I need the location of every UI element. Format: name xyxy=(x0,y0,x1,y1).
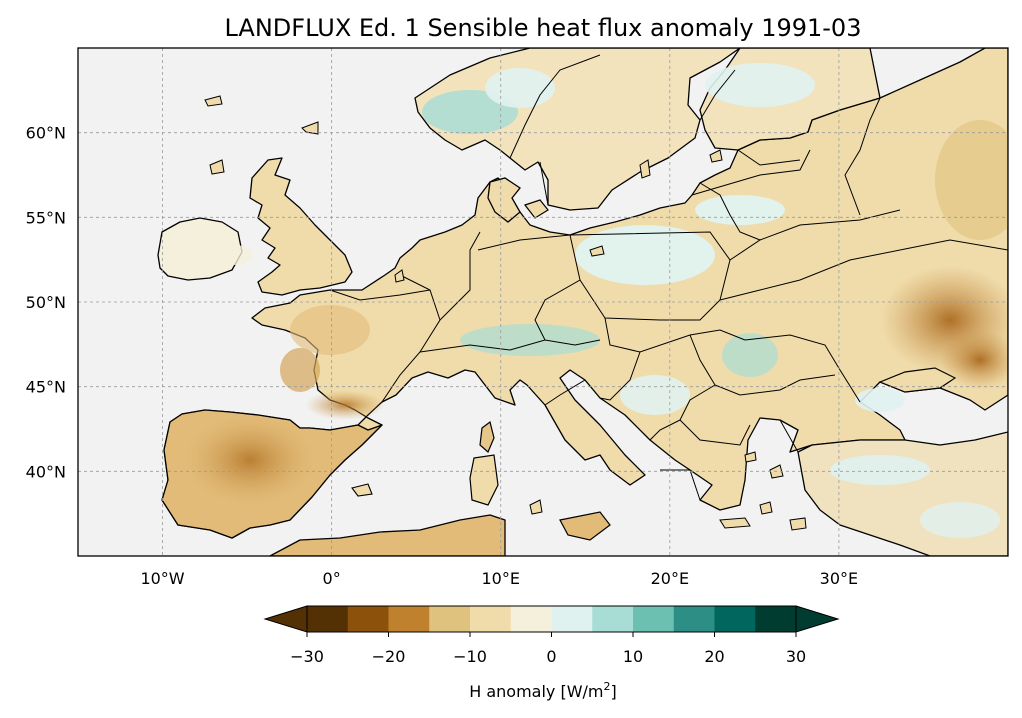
colorbar-extend-over xyxy=(795,605,840,633)
colorbar-segment-11 xyxy=(755,606,797,632)
lat-tick-label: 50°N xyxy=(26,293,66,312)
colorbar-segment-5 xyxy=(510,606,552,632)
colorbar-tick-label: −10 xyxy=(453,647,487,666)
lon-tick-label: 10°W xyxy=(140,569,184,588)
colorbar-tick-label: −30 xyxy=(290,647,324,666)
land-sicily xyxy=(559,511,611,541)
land-layer xyxy=(157,48,1008,556)
colorbar-tick-label: 20 xyxy=(704,647,724,666)
colorbar-tick-label: −20 xyxy=(372,647,406,666)
lon-tick-label: 0° xyxy=(323,569,341,588)
colorbar-label-main: H anomaly [W/m xyxy=(469,682,603,701)
colorbar-segment-1 xyxy=(347,606,389,632)
map-title: LANDFLUX Ed. 1 Sensible heat flux anomal… xyxy=(225,14,862,42)
country-borders xyxy=(329,54,1008,501)
map-frame xyxy=(77,47,1009,557)
colorbar: −30 −20 −10 0 10 20 30 xyxy=(263,605,840,666)
colorbar-segment-2 xyxy=(388,606,430,632)
colorbar-segment-7 xyxy=(592,606,634,632)
colorbar-segment-8 xyxy=(633,606,675,632)
latitude-tick-labels: 60°N 55°N 50°N 45°N 40°N xyxy=(26,124,66,482)
land-denmark xyxy=(487,177,521,223)
colorbar-label-end: ] xyxy=(611,682,617,701)
colorbar-tick-label: 10 xyxy=(623,647,643,666)
colorbar-segment-9 xyxy=(673,606,715,632)
colorbar-tick-label: 0 xyxy=(546,647,556,666)
colorbar-label: H anomaly [W/m2] xyxy=(469,680,617,701)
land-great-britain xyxy=(249,157,353,296)
colorbar-segment-10 xyxy=(714,606,756,632)
colorbar-segment-3 xyxy=(429,606,471,632)
land-sardinia xyxy=(469,454,499,506)
land-north-africa xyxy=(269,514,506,556)
land-corsica xyxy=(479,420,495,453)
colorbar-label-superscript: 2 xyxy=(604,680,611,693)
anomaly-patches xyxy=(185,63,1008,538)
lon-tick-label: 30°E xyxy=(820,569,858,588)
lat-tick-label: 40°N xyxy=(26,462,66,481)
colorbar-segment-4 xyxy=(470,606,512,632)
gridlines xyxy=(78,48,1008,556)
land-zealand xyxy=(524,199,549,219)
colorbar-tick-label: 30 xyxy=(786,647,806,666)
colorbar-segment-0 xyxy=(307,606,349,632)
lon-tick-label: 20°E xyxy=(651,569,689,588)
longitude-tick-labels: 10°W 0° 10°E 20°E 30°E xyxy=(140,569,858,588)
lat-tick-label: 55°N xyxy=(26,208,66,227)
lat-tick-label: 45°N xyxy=(26,378,66,397)
small-islands xyxy=(204,95,807,531)
land-balearics xyxy=(351,483,373,497)
lon-tick-label: 10°E xyxy=(481,569,519,588)
colorbar-segment-6 xyxy=(551,606,593,632)
lat-tick-label: 60°N xyxy=(26,124,66,143)
colorbar-extend-under xyxy=(263,605,308,633)
